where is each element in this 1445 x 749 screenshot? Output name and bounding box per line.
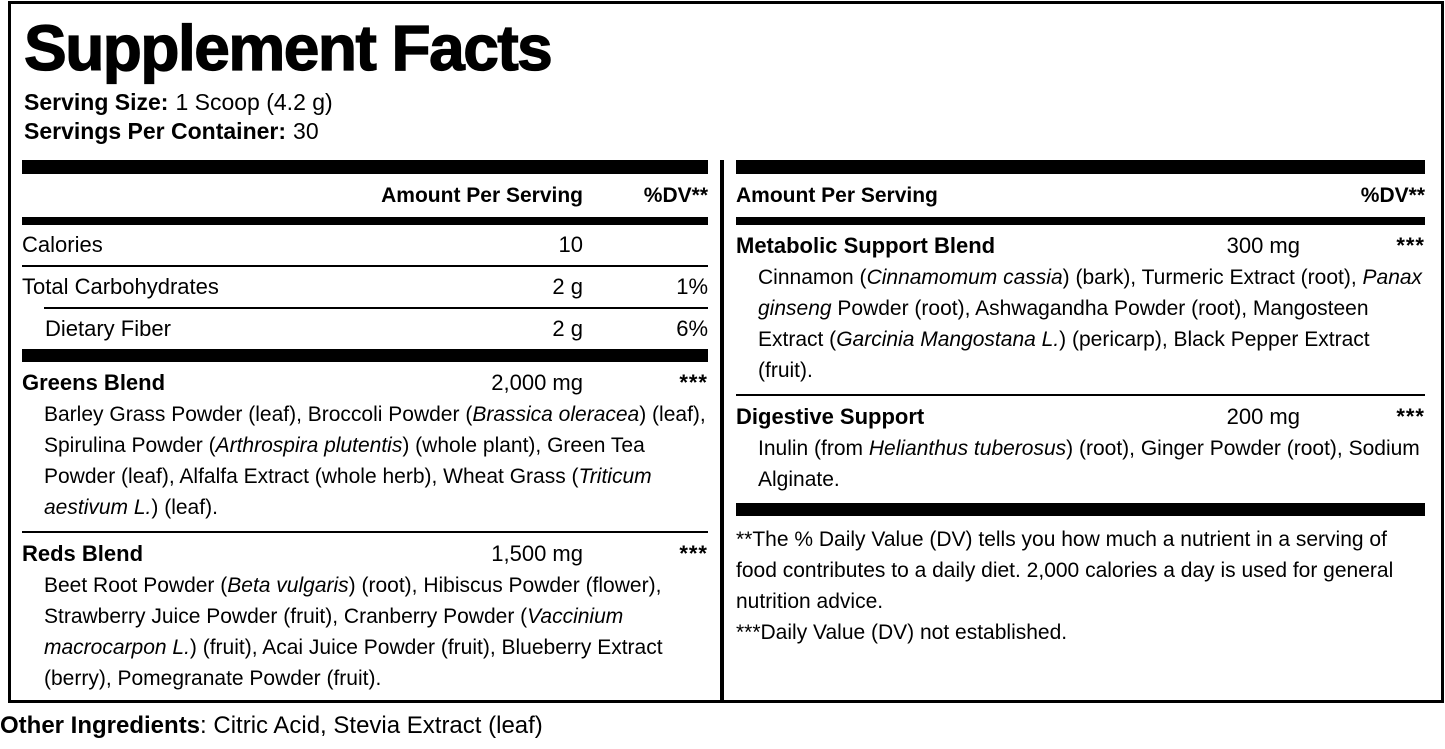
blend-row-greens: Greens Blend 2,000 mg *** [22,362,708,396]
facts-column-right: Amount Per Serving %DV** Metabolic Suppo… [720,160,1441,702]
facts-column-left: Amount Per Serving %DV** Calories 10 Tot… [11,160,720,702]
column-header-left: Amount Per Serving %DV** [22,174,708,217]
serving-size-value: 1 Scoop (4.2 g) [175,89,333,115]
blend-ingredients-reds: Beet Root Powder (Beta vulgaris) (root),… [44,574,663,690]
section-bar [22,349,708,362]
blend-amount: 1,500 mg [491,541,583,566]
other-ingredients-label: Other Ingredients [0,712,201,739]
dv-header: %DV** [643,183,708,207]
blend-amount: 200 mg [1226,404,1300,429]
amount-per-serving-header: Amount Per Serving [736,183,938,207]
row-divider [22,265,708,267]
nutrient-row-dietary-fiber: Dietary Fiber 2 g 6% [22,309,708,349]
blend-row-reds: Reds Blend 1,500 mg *** [22,533,708,567]
blend-row-metabolic-support: Metabolic Support Blend 300 mg *** [736,225,1425,259]
panel-header: Supplement Facts Serving Size: 1 Scoop (4… [11,4,1441,160]
blend-ingredients-greens: Barley Grass Powder (leaf), Broccoli Pow… [44,403,706,519]
blend-dv: *** [1396,233,1425,258]
daily-value-footnote: **The % Daily Value (DV) tells you how m… [736,528,1394,613]
servings-per-container-label: Servings Per Container: [24,118,287,144]
blend-ingredients-metabolic: Cinnamon (Cinnamomum cassia) (bark), Tur… [758,266,1423,382]
nutrient-row-total-carbohydrates: Total Carbohydrates 2 g 1% [22,267,708,307]
blend-name: Greens Blend [22,370,166,395]
supplement-facts-panel: Supplement Facts Serving Size: 1 Scoop (4… [8,1,1444,703]
servings-per-container-value: 30 [293,118,319,144]
nutrient-name: Total Carbohydrates [22,274,219,299]
row-divider [22,531,708,533]
page-title: Supplement Facts [23,11,553,84]
blend-dv: *** [1396,404,1425,429]
nutrient-name: Calories [22,232,103,257]
nutrient-dv: 1% [676,274,708,299]
servings-per-container-line: Servings Per Container: 30 [24,117,1427,146]
other-ingredients-value: : Citric Acid, Stevia Extract (leaf) [200,712,543,739]
amount-per-serving-header: Amount Per Serving [381,183,583,207]
header-divider-bar [22,217,708,225]
blend-name: Metabolic Support Blend [736,233,996,258]
serving-size-line: Serving Size: 1 Scoop (4.2 g) [24,88,1427,117]
blend-amount: 300 mg [1226,233,1300,258]
footnotes: **The % Daily Value (DV) tells you how m… [736,516,1425,648]
thick-bar [22,160,708,174]
nutrient-dv: 6% [676,316,708,341]
blend-amount: 2,000 mg [491,370,583,395]
blend-ingredients-digestive: Inulin (from Helianthus tuberosus) (root… [758,437,1420,491]
column-header-right: Amount Per Serving %DV** [736,174,1425,217]
facts-table: Amount Per Serving %DV** Calories 10 Tot… [11,160,1441,702]
nutrient-amount: 2 g [552,274,583,299]
nutrient-row-calories: Calories 10 [22,225,708,265]
nutrient-amount: 2 g [552,316,583,341]
dv-header: %DV** [1360,183,1425,207]
not-established-footnote: ***Daily Value (DV) not established. [736,621,1068,644]
section-bar [736,503,1425,516]
blend-dv: *** [679,541,708,566]
thick-bar [736,160,1425,174]
nutrient-amount: 10 [558,232,583,257]
header-divider-bar [736,217,1425,225]
blend-name: Reds Blend [22,541,144,566]
row-divider [736,394,1425,396]
nutrient-name: Dietary Fiber [45,316,171,341]
blend-dv: *** [679,370,708,395]
other-ingredients-line: Other Ingredients: Citric Acid, Stevia E… [0,712,543,740]
serving-size-label: Serving Size: [24,89,169,115]
blend-name: Digestive Support [736,404,925,429]
row-divider-indented [44,307,708,309]
blend-row-digestive-support: Digestive Support 200 mg *** [736,396,1425,430]
